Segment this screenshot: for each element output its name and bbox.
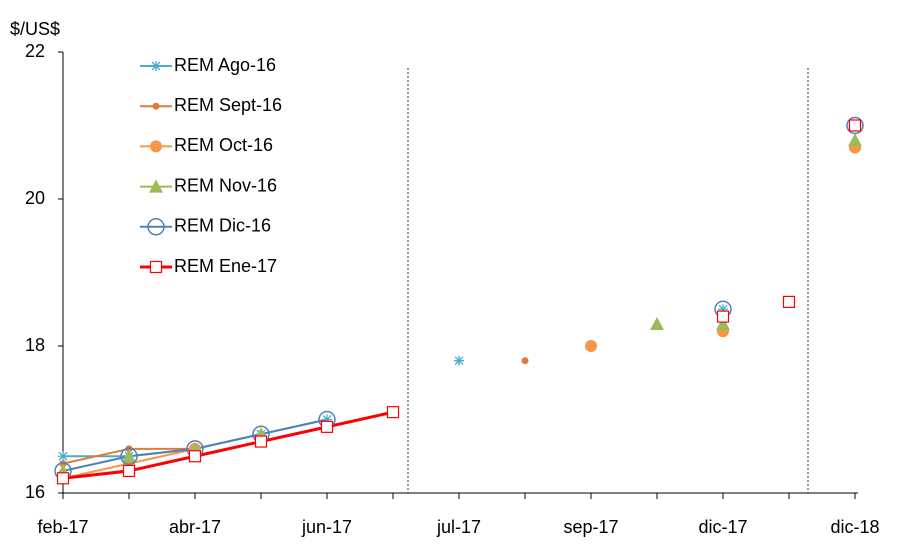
- legend-label: REM Ene-17: [174, 256, 277, 276]
- legend-marker: [150, 140, 162, 153]
- legend-marker: [149, 260, 163, 274]
- x-tick-label: abr-17: [169, 517, 221, 537]
- marker: [322, 414, 332, 425]
- y-tick-label: 18: [25, 335, 45, 355]
- marker: [122, 464, 136, 478]
- legend-label: REM Dic-16: [174, 216, 271, 236]
- x-tick-label: sep-17: [563, 517, 618, 537]
- legend-marker: [152, 102, 160, 110]
- marker: [848, 119, 862, 132]
- marker: [716, 316, 730, 330]
- marker: [58, 451, 68, 462]
- marker: [454, 355, 464, 366]
- x-tick-label: jun-17: [301, 517, 352, 537]
- x-tick-label: dic-17: [698, 517, 747, 537]
- marker: [846, 116, 864, 135]
- marker: [120, 447, 138, 465]
- marker: [122, 449, 136, 463]
- y-tick-label: 22: [25, 41, 45, 61]
- marker: [386, 406, 400, 419]
- x-tick-label: feb-17: [37, 517, 88, 537]
- legend-label: REM Nov-16: [174, 175, 277, 195]
- series-line: [62, 410, 394, 480]
- marker: [188, 450, 202, 463]
- marker: [718, 304, 728, 315]
- marker: [716, 310, 730, 323]
- marker: [254, 435, 268, 448]
- legend-marker: [149, 179, 163, 193]
- x-tick-label: dic-18: [830, 517, 879, 537]
- marker: [521, 357, 529, 365]
- marker: [320, 420, 334, 433]
- marker: [848, 133, 862, 147]
- y-axis-label: $/US$: [10, 19, 60, 39]
- x-tick-label: jul-17: [436, 517, 481, 537]
- marker: [650, 316, 664, 330]
- legend-label: REM Oct-16: [174, 135, 273, 155]
- legend-label: REM Sept-16: [174, 95, 282, 115]
- marker: [56, 472, 70, 485]
- marker: [782, 295, 796, 308]
- marker: [585, 340, 597, 352]
- legend-label: REM Ago-16: [174, 55, 276, 75]
- y-tick-label: 20: [25, 188, 45, 208]
- legend-marker: [147, 218, 165, 236]
- y-tick-label: 16: [25, 482, 45, 502]
- legend-marker: [151, 61, 161, 71]
